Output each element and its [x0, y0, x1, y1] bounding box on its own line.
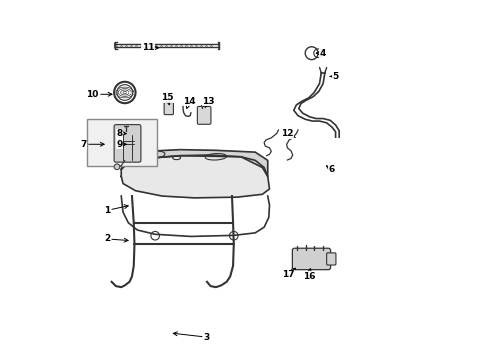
FancyBboxPatch shape	[164, 103, 173, 114]
Polygon shape	[121, 150, 267, 176]
FancyBboxPatch shape	[114, 125, 141, 162]
FancyBboxPatch shape	[292, 248, 330, 270]
Text: 2: 2	[103, 234, 128, 243]
Text: 8: 8	[116, 129, 126, 138]
Text: 14: 14	[183, 97, 195, 108]
FancyBboxPatch shape	[197, 107, 210, 124]
FancyBboxPatch shape	[326, 253, 335, 265]
Text: 6: 6	[325, 165, 334, 174]
Text: 4: 4	[316, 49, 325, 58]
Text: 11: 11	[142, 43, 158, 52]
FancyBboxPatch shape	[87, 119, 157, 166]
Polygon shape	[121, 155, 269, 198]
Text: 17: 17	[281, 268, 295, 279]
Text: 7: 7	[81, 140, 104, 149]
Text: 5: 5	[329, 72, 338, 81]
Circle shape	[114, 164, 120, 170]
Text: 3: 3	[173, 332, 210, 342]
Text: 9: 9	[116, 140, 126, 149]
Text: 1: 1	[103, 205, 128, 215]
Text: 10: 10	[86, 90, 112, 99]
Text: 15: 15	[161, 93, 174, 105]
Text: 16: 16	[302, 269, 314, 281]
Text: 12: 12	[281, 129, 295, 138]
Text: 13: 13	[202, 97, 215, 108]
